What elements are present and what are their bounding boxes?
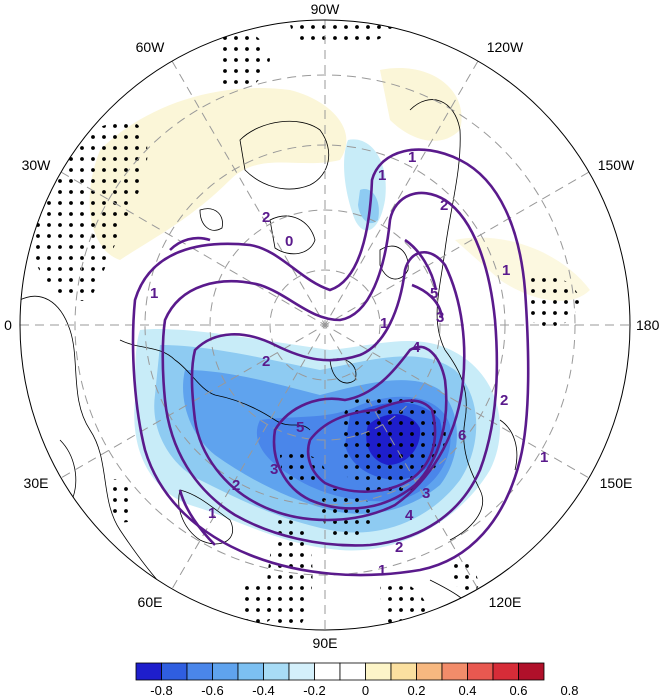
lon-label-60w: 60W	[136, 39, 166, 55]
colorbar-tick-label: 0.8	[560, 683, 578, 698]
contour-label-1b: 1	[378, 167, 386, 184]
contour-label-5a: 5	[430, 285, 438, 302]
lon-label-120w: 120W	[487, 39, 524, 55]
contour-label-2e: 2	[232, 477, 240, 494]
contour-labels: 1 1 1 1 1 1 1 1 2 2 2 2 2 2 3 3 3 4 4 5 …	[150, 149, 548, 579]
contour-label-2c: 2	[500, 392, 508, 409]
colorbar-labels: -0.8 -0.6 -0.4 -0.2 0 0.2 0.4 0.6 0.8	[150, 683, 578, 698]
colorbar-swatch	[390, 662, 417, 681]
contour-label-4b: 4	[405, 507, 414, 524]
contour-label-1f: 1	[208, 505, 216, 522]
colorbar-tick-label: 0.4	[458, 683, 476, 698]
colorbar-swatch	[518, 662, 545, 681]
contour-label-1g: 1	[380, 315, 388, 332]
contour-label-2b: 2	[440, 197, 448, 214]
lon-label-0: 0	[4, 317, 12, 333]
colorbar-tick-label: 0.6	[509, 683, 527, 698]
colorbar-swatch	[365, 662, 392, 681]
colorbar-tick-label: 0.2	[407, 683, 425, 698]
lon-label-150e: 150E	[600, 475, 633, 491]
contour-label-2f: 2	[262, 353, 270, 370]
colorbar-swatch	[416, 662, 443, 681]
contour-label-0: 0	[285, 233, 293, 250]
significance-stippling	[30, 20, 580, 630]
colorbar-tick-label: -0.4	[252, 683, 274, 698]
lon-label-180: 180	[636, 317, 660, 333]
contour-label-2d: 2	[395, 539, 403, 556]
lon-label-120e: 120E	[489, 594, 522, 610]
contour-label-4a: 4	[412, 339, 421, 356]
lon-label-90e: 90E	[313, 635, 338, 651]
colorbar-swatch	[441, 662, 468, 681]
contour-label-3b: 3	[270, 461, 278, 478]
lon-label-60e: 60E	[138, 594, 163, 610]
colorbar-tick-label: -0.8	[150, 683, 172, 698]
contour-label-1d: 1	[540, 449, 548, 466]
contour-label-6: 6	[458, 427, 466, 444]
colorbar-tick-label: 0	[362, 683, 369, 698]
colorbar-swatch	[186, 662, 213, 681]
contour-label-5b: 5	[296, 419, 304, 436]
colorbar-swatch	[339, 662, 366, 681]
contour-lines	[131, 148, 530, 577]
colorbar-swatch	[288, 662, 315, 681]
colorbar-swatch	[237, 662, 264, 681]
lon-label-30w: 30W	[22, 157, 52, 173]
colorbar-tick-label: -0.6	[201, 683, 223, 698]
contour-label-1a: 1	[150, 285, 158, 302]
graticule	[20, 20, 630, 630]
contour-label-1e: 1	[378, 562, 386, 579]
colorbar-swatch	[212, 662, 239, 681]
contour-label-3a: 3	[436, 309, 444, 326]
colorbar-swatch	[467, 662, 494, 681]
lon-label-90w: 90W	[311, 1, 341, 17]
map-content: 1 1 1 1 1 1 1 1 2 2 2 2 2 2 3 3 3 4 4 5 …	[20, 20, 630, 630]
contour-label-3c: 3	[422, 485, 430, 502]
contour-label-1h: 1	[408, 149, 416, 166]
colorbar-swatch	[161, 662, 188, 681]
colorbar-swatch	[314, 662, 341, 681]
colorbar-swatch	[263, 662, 290, 681]
colorbar-swatch	[135, 662, 162, 681]
contour-label-2a: 2	[262, 209, 270, 226]
lon-label-150w: 150W	[598, 157, 635, 173]
map-boundary	[19, 19, 631, 631]
colorbar	[135, 662, 545, 681]
lon-label-30e: 30E	[24, 475, 49, 491]
colorbar-swatch	[492, 662, 519, 681]
colorbar-tick-label: -0.2	[303, 683, 325, 698]
contour-label-1c: 1	[502, 262, 510, 279]
longitude-labels: 90W 120W 150W 180 150E 120E 90E 60E 30E …	[4, 1, 659, 651]
